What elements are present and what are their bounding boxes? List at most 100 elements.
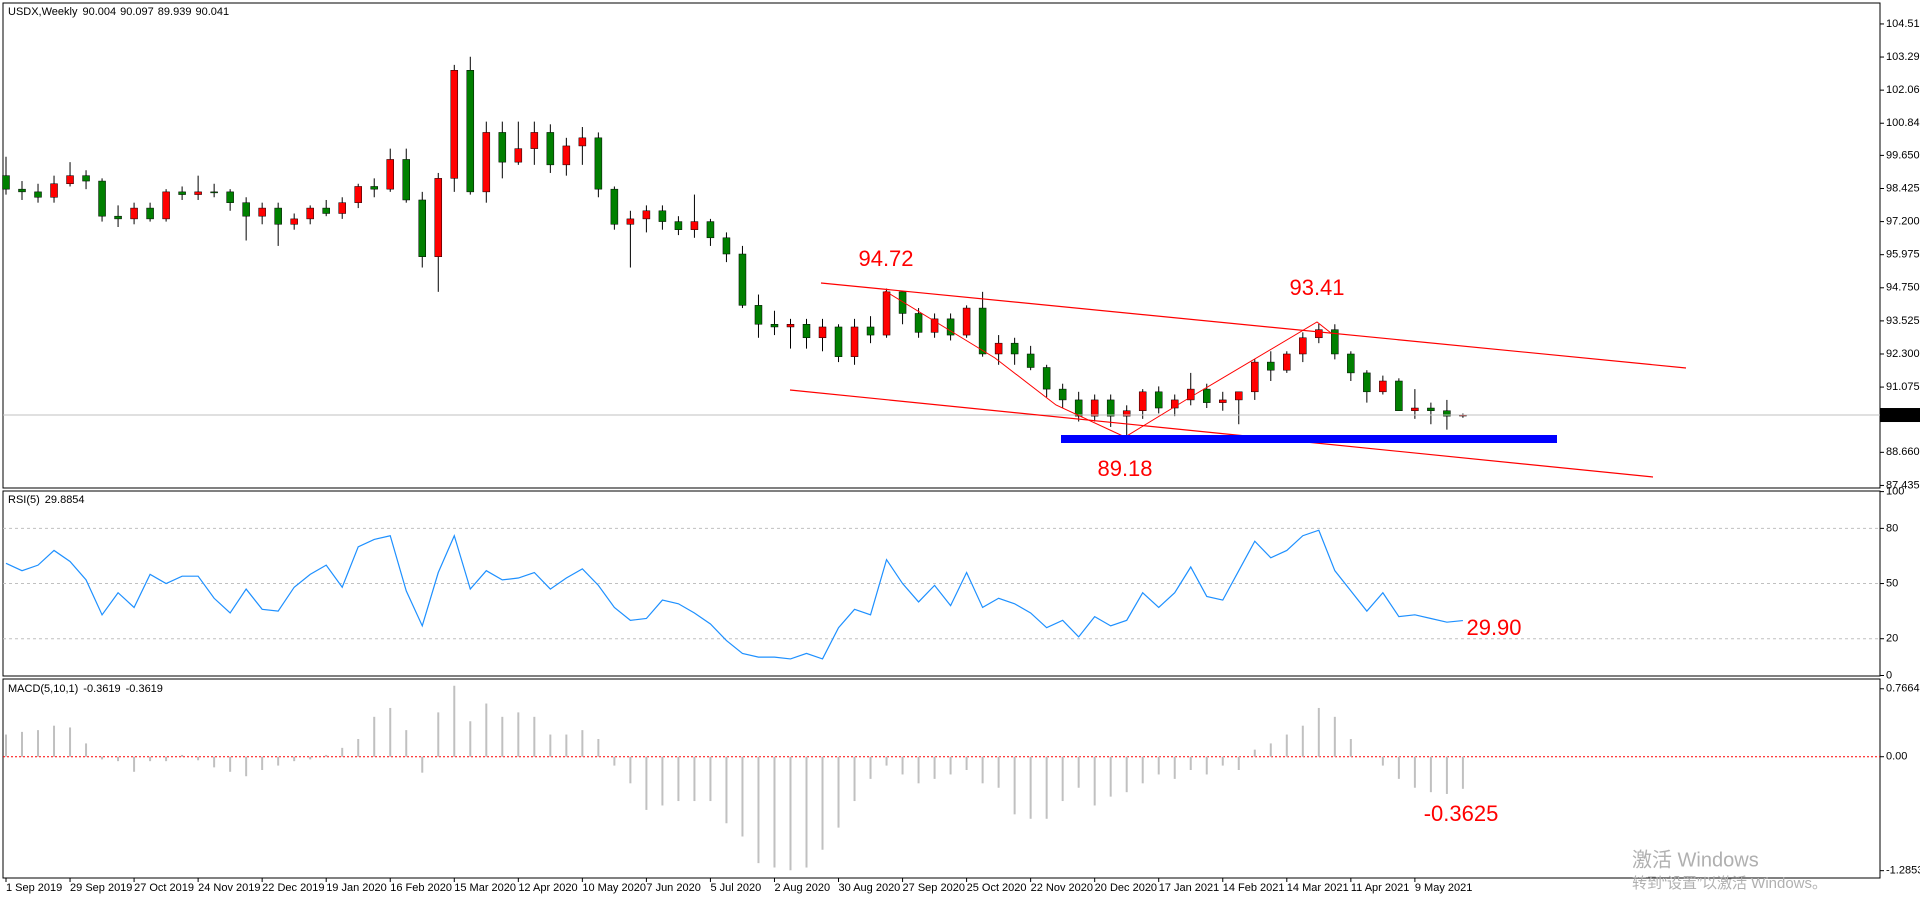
x-tick-label: 14 Feb 2021 [1223, 882, 1285, 894]
x-tick-label: 10 May 2020 [582, 882, 646, 894]
candle-body [258, 207, 266, 217]
y-tick-label: 50 [1886, 577, 1898, 589]
x-tick-label: 30 Aug 2020 [839, 882, 901, 894]
candle-body [562, 145, 571, 166]
x-tick-label: 27 Sep 2020 [903, 882, 965, 894]
candle-body [242, 202, 250, 217]
candle-body [82, 175, 90, 182]
candle-body [1251, 361, 1259, 393]
candle-body [770, 324, 779, 328]
y-tick-label: -1.2853 [1886, 865, 1920, 877]
candle-body [690, 221, 699, 230]
candle-body [786, 324, 795, 328]
watermark: 转到“设置”以激活 Windows。 [1632, 875, 1827, 892]
candle-body [1154, 391, 1163, 409]
candle-body [146, 207, 154, 220]
candle-body [1379, 380, 1387, 393]
candle-body [578, 137, 587, 147]
y-tick-label: 99.650 [1886, 149, 1920, 161]
low-annotation: 89.18 [1097, 456, 1152, 481]
candle-body [274, 207, 282, 225]
candle-body [434, 178, 443, 257]
candle-body [818, 326, 827, 339]
x-tick-label: 12 Apr 2020 [518, 882, 577, 894]
rsi-annotation: 29.90 [1466, 615, 1521, 640]
candle-body [418, 199, 427, 257]
watermark: 激活 Windows [1632, 848, 1759, 871]
symbol-title: USDX,Weekly [8, 6, 78, 18]
candle-body [1122, 410, 1131, 417]
candle-body [1010, 342, 1019, 355]
candle-body [722, 237, 731, 255]
drawings [789, 282, 1687, 478]
y-tick-label: 100 [1886, 486, 1904, 498]
candle-body [482, 132, 491, 193]
candle-body [658, 210, 667, 222]
y-tick-label: 20 [1886, 633, 1898, 645]
y-tick-label: 95.975 [1886, 249, 1920, 261]
x-tick-label: 11 Apr 2021 [1351, 882, 1410, 894]
x-tick-label: 22 Dec 2019 [262, 882, 324, 894]
candle-body [530, 132, 539, 149]
last-high: 90.097 [120, 6, 154, 18]
candle-body [594, 137, 603, 190]
macd-title: MACD(5,10,1) [8, 683, 78, 695]
candle-body [610, 188, 619, 225]
candle-body [978, 307, 987, 355]
candle-body [1090, 399, 1099, 417]
candle-body [370, 186, 378, 190]
x-tick-label: 15 Mar 2020 [454, 882, 516, 894]
candle-body [1411, 407, 1419, 411]
rsi-header: RSI(5) 29.8854 [8, 494, 85, 506]
main-panel [2, 2, 1881, 489]
candle-body [1347, 353, 1355, 374]
candle-body [194, 191, 202, 195]
macd-annotation: -0.3625 [1424, 801, 1499, 826]
candle-body [706, 221, 715, 239]
rsi-last: 29.8854 [45, 494, 85, 506]
candle-body [1363, 372, 1371, 393]
candle-body [1315, 329, 1323, 339]
x-tick-label: 7 Jun 2020 [646, 882, 700, 894]
trend-line [789, 389, 1654, 478]
x-tick-label: 16 Feb 2020 [390, 882, 452, 894]
rsi-title: RSI(5) [8, 494, 40, 506]
candle-body [1395, 380, 1403, 411]
candle-body [18, 188, 26, 193]
candle-body [674, 221, 683, 230]
candle-body [1267, 361, 1275, 371]
candle-body [1443, 410, 1451, 417]
y-tick-label: 93.525 [1886, 315, 1920, 327]
x-tick-label: 1 Sep 2019 [6, 882, 62, 894]
candle-body [50, 183, 58, 198]
candle-body [2, 175, 10, 190]
candle-body [546, 132, 555, 166]
candle-body [1219, 399, 1227, 403]
candle-body [1074, 399, 1083, 417]
candle-body [114, 215, 122, 220]
candle-body [850, 326, 859, 357]
candle-body [1042, 367, 1051, 390]
candle-body [466, 70, 475, 193]
candle-body [866, 326, 875, 336]
candle-body [34, 191, 42, 198]
candle-body [1170, 399, 1179, 409]
candle-body [1203, 388, 1211, 403]
candle-body [354, 186, 362, 203]
x-tick-label: 19 Jan 2020 [326, 882, 387, 894]
macd-signal: -0.3619 [126, 683, 163, 695]
last-close: 90.041 [195, 6, 229, 18]
candle-body [322, 207, 330, 214]
x-tick-label: 2 Aug 2020 [774, 882, 830, 894]
x-tick-label: 14 Mar 2021 [1287, 882, 1349, 894]
y-tick-label: 88.660 [1886, 446, 1920, 458]
rsi-line [5, 529, 1463, 660]
macd-panel [2, 678, 1881, 879]
x-tick-label: 29 Sep 2019 [70, 882, 132, 894]
y-tick-label: 94.750 [1886, 282, 1920, 294]
price-marker [1880, 408, 1920, 423]
y-tick-label: 98.425 [1886, 182, 1920, 194]
